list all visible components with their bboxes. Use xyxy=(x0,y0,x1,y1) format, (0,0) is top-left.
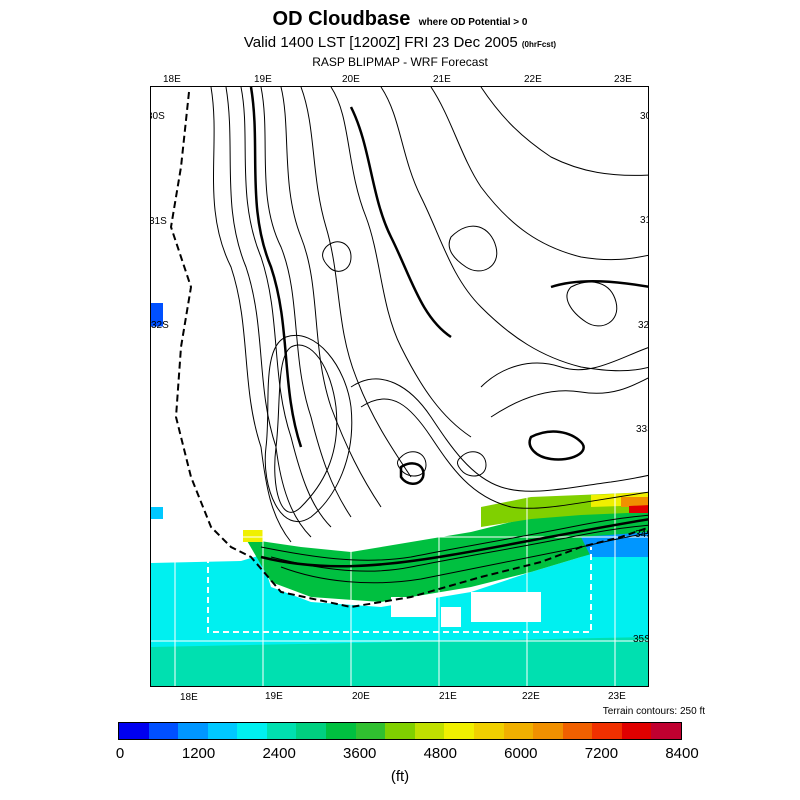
colorbar-swatch xyxy=(355,723,386,739)
latitude-label: 30S xyxy=(151,111,165,122)
longitude-label: 20E xyxy=(342,74,360,85)
valid-time: Valid 1400 LST [1200Z] FRI 23 Dec 2005 xyxy=(243,34,518,51)
colorbar-tick-label: 0 xyxy=(115,745,125,762)
cloudbase-yellow-cell xyxy=(243,530,263,542)
nodata-hole xyxy=(471,592,541,622)
map-svg xyxy=(151,87,648,686)
longitude-label: 21E xyxy=(439,691,457,702)
colorbar-swatch xyxy=(473,723,504,739)
cloudbase-cyan-cell xyxy=(151,507,163,519)
cloudbase-red-patch xyxy=(629,505,648,513)
colorbar-swatch xyxy=(119,723,149,739)
latitude-label: 33S xyxy=(636,424,648,435)
forecast-note: (0hrFcst) xyxy=(521,40,557,49)
colorbar-tick-label: 1200 xyxy=(181,745,216,762)
colorbar-swatch xyxy=(148,723,179,739)
colorbar-swatch xyxy=(592,723,622,739)
latitude-label: 31S xyxy=(640,215,648,226)
longitude-label: 22E xyxy=(524,74,542,85)
colorbar-units: (ft) xyxy=(390,768,410,785)
cloudbase-blue-cell xyxy=(151,303,163,327)
inner-domain-box xyxy=(207,547,592,633)
title-qualifier: where OD Potential > 0 xyxy=(418,17,528,28)
colorbar-swatch xyxy=(533,723,563,739)
colorbar-tick-label: 8400 xyxy=(665,745,699,762)
longitude-label: 23E xyxy=(608,691,626,702)
longitude-label: 20E xyxy=(352,691,370,702)
colorbar-swatch xyxy=(385,723,415,739)
cloudbase-band-south xyxy=(151,637,648,686)
longitude-label: 21E xyxy=(433,74,451,85)
latitude-label: 30S xyxy=(640,111,648,122)
longitude-label: 23E xyxy=(614,74,632,85)
colorbar-tick-label: 3600 xyxy=(343,745,377,762)
terrain-contours-note: Terrain contours: 250 ft xyxy=(602,706,705,717)
colorbar-tick-label: 4800 xyxy=(423,745,457,762)
colorbar-tick-label: 6000 xyxy=(504,745,538,762)
longitude-label: 18E xyxy=(163,74,181,85)
terrain-contours xyxy=(210,87,648,584)
model-label: RASP BLIPMAP - WRF Forecast xyxy=(312,55,488,69)
latitude-label: 32S xyxy=(151,320,169,331)
cloudbase-orange-patch xyxy=(621,497,648,507)
longitude-label: 19E xyxy=(254,74,272,85)
nodata-hole xyxy=(441,607,461,627)
colorbar-tick-label: 2400 xyxy=(262,745,296,762)
longitude-label: 18E xyxy=(180,692,198,703)
colorbar-swatch xyxy=(178,723,208,739)
title-line-1: OD Cloudbase where OD Potential > 0 xyxy=(0,8,800,31)
colorbar-swatch xyxy=(207,723,238,739)
colorbar-swatch xyxy=(444,723,474,739)
title-line-2: Valid 1400 LST [1200Z] FRI 23 Dec 2005 (… xyxy=(0,34,800,51)
latitude-label: 34S xyxy=(635,529,648,540)
coastline xyxy=(169,91,648,609)
latitude-label: 32S xyxy=(638,320,649,331)
title-main: OD Cloudbase xyxy=(272,8,411,30)
latitude-label: 35S xyxy=(633,634,648,645)
colorbar-swatch xyxy=(266,723,297,739)
longitude-label: 22E xyxy=(522,691,540,702)
colorbar xyxy=(118,722,682,740)
longitude-label: 19E xyxy=(265,691,283,702)
colorbar-swatch xyxy=(296,723,327,739)
map-panel: 30S31S32S33S34S35S 30S31S32S33S34S35S xyxy=(150,86,649,687)
colorbar-tick-label: 7200 xyxy=(584,745,619,762)
colorbar-swatch xyxy=(237,723,267,739)
colorbar-swatch xyxy=(621,723,652,739)
colorbar-swatch xyxy=(651,723,681,739)
colorbar-swatch xyxy=(562,723,593,739)
nodata-hole xyxy=(391,597,436,617)
colorbar-swatch xyxy=(326,723,356,739)
colorbar-swatch xyxy=(414,723,445,739)
colorbar-swatch xyxy=(503,723,534,739)
terrain-contours-major xyxy=(249,87,648,568)
latitude-label: 31S xyxy=(150,216,167,227)
